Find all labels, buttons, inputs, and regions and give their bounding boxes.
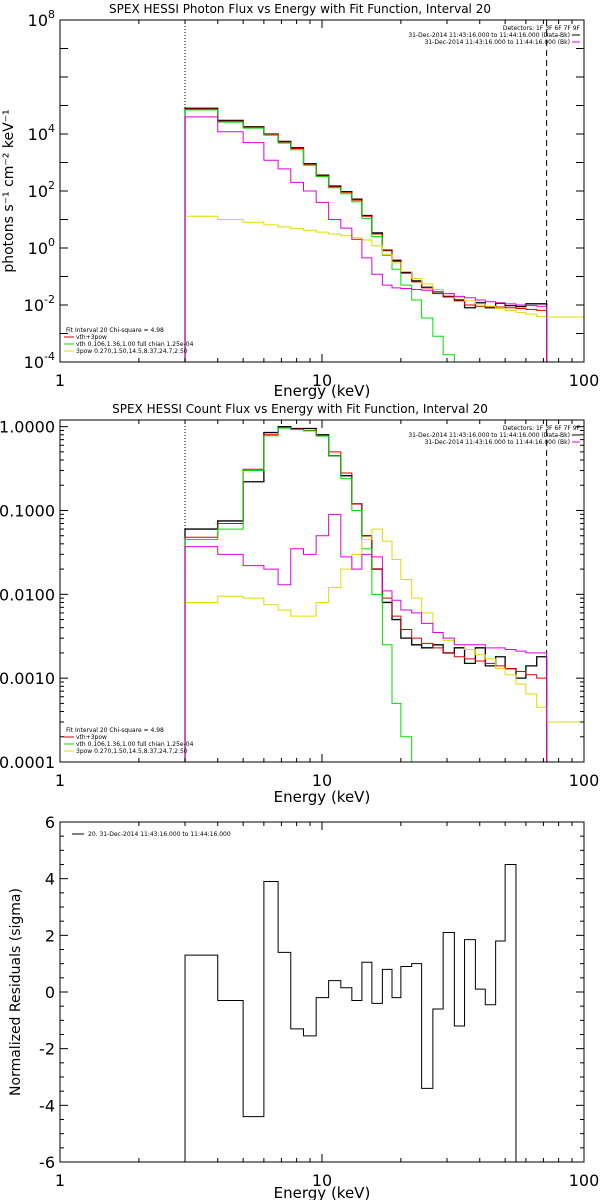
y-tick-label: 100 [28, 236, 55, 258]
legend-text: vth+3pow [76, 334, 107, 341]
series-pow [184, 528, 584, 762]
y-tick-label: 108 [28, 8, 55, 30]
x-tick-label: 100 [569, 371, 600, 390]
y-tick-label: -4 [39, 1096, 55, 1115]
x-axis-label: Energy (keV) [274, 1184, 371, 1200]
legend-text: Fit Interval 20 Chi-square = 4.98 [66, 727, 164, 734]
y-tick-exponent: 0 [48, 236, 55, 249]
x-tick-label: 100 [569, 1171, 600, 1190]
y-tick-label: 0.0001 [0, 753, 55, 772]
legend-text: Fit Interval 20 Chi-square = 4.98 [66, 327, 164, 334]
y-tick-base: 10 [28, 11, 48, 30]
x-tick-label: 1 [55, 371, 65, 390]
y-tick-base: 10 [28, 182, 48, 201]
y-tick-exponent: 4 [48, 122, 55, 135]
series-bk [184, 116, 548, 362]
y-tick-base: 10 [24, 353, 44, 372]
y-tick-label: 0.0100 [0, 585, 55, 604]
y-tick-label: 102 [28, 179, 55, 201]
legend-text: 31-Dec-2014 11:43:16.000 to 11:44:16.000… [408, 432, 570, 439]
plot-frame [59, 419, 585, 763]
legend-text: Detectors: 1F 3F 6F 7F 9F [503, 425, 581, 432]
legend-text: Detectors: 1F 3F 6F 7F 9F [503, 25, 581, 32]
legend-text: 31-Dec-2014 11:43:16.000 to 11:44:16.000… [425, 439, 570, 446]
x-tick-label: 10 [312, 771, 332, 790]
y-tick-label: -2 [39, 1040, 55, 1059]
y-tick-exponent: 8 [48, 8, 55, 21]
y-tick-label: 1.0000 [0, 418, 55, 437]
x-tick-label: 10 [312, 371, 332, 390]
chart-panel-2: 1 10 100 0.0001 0.0010 0.0100 0.1000 1.0000 SPEX… [0, 402, 599, 806]
legend-text: 31-Dec-2014 11:43:16.000 to 11:44:16.000… [425, 39, 570, 46]
series-residuals [184, 864, 517, 1162]
y-tick-label: 4 [45, 870, 55, 889]
series-bk [184, 513, 548, 762]
y-tick-label: 104 [28, 122, 55, 144]
legend-text: 20. 31-Dec-2014 11:43:16.000 to 11:44:16… [88, 831, 231, 838]
legend-text: 3pow 0.270,1.50,14.5,8.37,24.7,2.50 [76, 348, 188, 355]
chart-title: SPEX HESSI Count Flux vs Energy with Fit… [112, 402, 488, 416]
plot-area [184, 420, 584, 762]
y-tick-label: 0 [45, 983, 55, 1002]
series-total [184, 108, 548, 362]
series-data [184, 425, 548, 762]
y-axis-label: photons s⁻¹ cm⁻² keV⁻¹ [1, 109, 17, 272]
legend-text: vth 0.106,1.36,1.00 full chian 1.25e-04 [76, 741, 194, 748]
legend-text: vth 0.106,1.36,1.00 full chian 1.25e-04 [76, 341, 194, 348]
y-tick-base: 10 [28, 239, 48, 258]
series-vth [184, 109, 455, 362]
x-axis-label: Energy (keV) [274, 788, 371, 806]
chart-panel-3: 1 10 100 -6 -4 -2 0 2 4 6 Energy (keV) Normalized R… [8, 813, 600, 1202]
x-tick-label: 1 [55, 771, 65, 790]
legend-text: 31-Dec-2014 11:43:16.000 to 11:44:16.000… [408, 32, 570, 39]
chart-title: SPEX HESSI Photon Flux vs Energy with Fi… [109, 2, 491, 16]
legend-text: vth+3pow [76, 734, 107, 741]
y-tick-exponent: -2 [44, 293, 55, 306]
series-vth [184, 427, 423, 762]
x-tick-label: 10 [312, 1171, 332, 1190]
y-tick-exponent: -4 [44, 350, 55, 363]
y-tick-base: 10 [28, 125, 48, 144]
series-data [184, 107, 548, 362]
y-tick-base: 10 [24, 296, 44, 315]
legend-text: 3pow 0.270,1.50,14.5,8.37,24.7,2.50 [76, 748, 188, 755]
y-tick-label: 6 [45, 813, 55, 832]
y-tick-label: 10-2 [24, 293, 55, 315]
y-tick-label: 10-4 [24, 350, 55, 372]
y-tick-label: 0.0010 [0, 669, 55, 688]
x-tick-label: 100 [569, 771, 600, 790]
y-tick-exponent: 2 [48, 179, 55, 192]
y-tick-label: 2 [45, 926, 55, 945]
plot-area [184, 20, 584, 362]
x-tick-label: 1 [55, 1171, 65, 1190]
y-axis-label: Normalized Residuals (sigma) [8, 888, 24, 1096]
y-tick-label: -6 [39, 1153, 55, 1172]
plot-area [184, 864, 517, 1162]
y-tick-label: 0.1000 [0, 501, 55, 520]
x-axis-label: Energy (keV) [274, 382, 371, 400]
series-pow [184, 215, 584, 362]
series-total [184, 426, 548, 762]
